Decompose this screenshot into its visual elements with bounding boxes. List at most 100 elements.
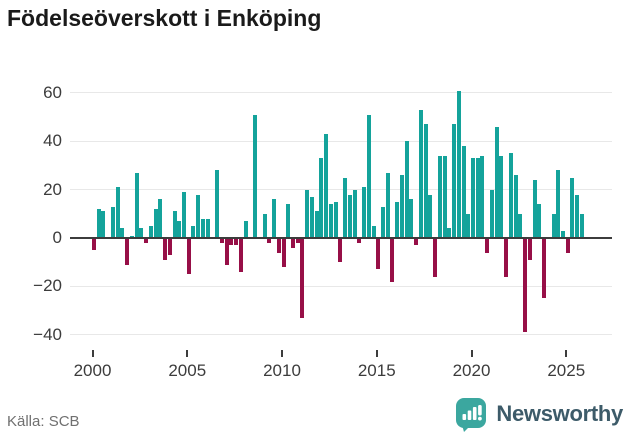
bar-2000-Q3 — [101, 211, 106, 238]
bar-2004-Q3 — [177, 221, 182, 238]
bar-2020-Q4 — [485, 238, 490, 253]
bar-2019-Q2 — [456, 90, 461, 238]
bar-2009-Q4 — [276, 238, 281, 253]
bar-2000-Q2 — [96, 209, 101, 238]
bar-2013-Q1 — [338, 238, 343, 263]
bar-2015-Q3 — [385, 172, 390, 238]
bar-2023-Q1 — [527, 238, 532, 260]
bar-2024-Q4 — [561, 230, 565, 238]
bar-2016-Q4 — [409, 199, 414, 238]
bar-2010-Q3 — [290, 238, 295, 248]
bar-2002-Q3 — [139, 228, 144, 238]
bar-2019-Q4 — [466, 213, 471, 238]
bar-chart-speech-bubble-icon — [456, 398, 487, 432]
bar-2009-Q1 — [262, 213, 267, 238]
bar-2022-Q3 — [518, 213, 523, 238]
bar-2003-Q1 — [148, 225, 153, 238]
bar-2011-Q1 — [300, 238, 305, 318]
bar-2016-Q2 — [399, 175, 404, 238]
bar-2008-Q3 — [253, 114, 258, 238]
bar-2014-Q1 — [357, 238, 362, 243]
x-tick-label-2015: 2015 — [357, 361, 396, 380]
bar-2005-Q4 — [200, 218, 205, 238]
newsworthy-wordmark: Newsworthy — [496, 401, 623, 426]
bar-2020-Q3 — [480, 155, 485, 238]
bar-2007-Q4 — [238, 238, 243, 272]
x-tick-label-2020: 2020 — [452, 361, 491, 380]
bar-2009-Q3 — [272, 199, 277, 238]
gridline-40 — [70, 140, 612, 142]
bar-2007-Q3 — [234, 238, 239, 246]
bar-2009-Q2 — [267, 238, 272, 243]
bar-2018-Q4 — [447, 228, 452, 238]
bar-2007-Q1 — [224, 238, 229, 265]
x-tick-2020 — [470, 350, 473, 357]
gridline--40 — [70, 334, 612, 336]
zero-axis-line — [70, 237, 612, 239]
bar-2015-Q4 — [390, 238, 395, 282]
page-title: Födelseöverskott i Enköping — [7, 5, 322, 31]
bar-2019-Q3 — [461, 146, 466, 238]
bar-2005-Q3 — [196, 194, 201, 238]
bar-2014-Q2 — [362, 187, 367, 238]
y-tick-label-0: 0 — [52, 228, 62, 247]
bar-2011-Q4 — [314, 211, 319, 238]
bar-2007-Q2 — [229, 238, 234, 246]
bar-2022-Q2 — [513, 175, 518, 238]
bar-2002-Q4 — [144, 238, 149, 243]
bar-2017-Q4 — [428, 194, 433, 238]
bar-2021-Q2 — [494, 126, 499, 238]
bar-2003-Q2 — [153, 209, 158, 238]
bar-2014-Q3 — [366, 114, 371, 238]
x-tick-2015 — [375, 350, 378, 357]
bar-2005-Q2 — [191, 225, 196, 238]
x-tick-2010 — [281, 350, 283, 357]
bar-2025-Q3 — [575, 194, 580, 238]
newsworthy-logo: Newsworthy — [455, 396, 623, 432]
bar-2003-Q4 — [163, 238, 168, 260]
bar-2002-Q2 — [134, 172, 139, 238]
bar-2013-Q3 — [347, 194, 352, 238]
bar-2023-Q2 — [532, 180, 537, 238]
bar-2013-Q4 — [352, 189, 357, 238]
bar-2010-Q4 — [295, 238, 300, 243]
x-tick-label-2000: 2000 — [73, 361, 112, 380]
bar-2011-Q3 — [309, 196, 314, 238]
bar-2002-Q1 — [129, 235, 134, 238]
bar-2025-Q1 — [565, 238, 570, 253]
bar-2012-Q3 — [328, 204, 333, 238]
x-tick-label-2005: 2005 — [168, 361, 207, 380]
bar-2019-Q1 — [452, 124, 457, 238]
bar-2023-Q4 — [542, 238, 547, 299]
bar-2016-Q3 — [404, 141, 409, 238]
bar-2006-Q3 — [215, 170, 220, 238]
bar-2020-Q2 — [475, 158, 480, 238]
bar-2006-Q1 — [205, 218, 210, 238]
bar-2017-Q1 — [414, 238, 419, 246]
bar-2005-Q1 — [186, 238, 191, 275]
x-tick-label-2025: 2025 — [547, 361, 586, 380]
bar-2017-Q3 — [423, 124, 428, 238]
x-tick-label-2010: 2010 — [263, 361, 301, 380]
bar-2003-Q3 — [158, 199, 163, 238]
bar-2010-Q1 — [281, 238, 286, 267]
bar-2013-Q2 — [343, 177, 348, 238]
x-tick-2025 — [565, 350, 568, 357]
bar-2016-Q1 — [395, 201, 400, 238]
bar-2004-Q1 — [167, 238, 172, 255]
y-axis-labels: 60 40 20 0 −20 −40 — [0, 82, 62, 350]
bar-2015-Q1 — [376, 238, 381, 270]
bar-2023-Q3 — [537, 204, 542, 238]
y-tick-label-20: 20 — [43, 179, 62, 199]
bar-2022-Q1 — [508, 153, 513, 238]
bar-2025-Q2 — [570, 177, 575, 238]
bar-2018-Q3 — [442, 155, 447, 238]
source-caption: Källa: SCB — [7, 413, 80, 430]
bar-2001-Q3 — [120, 228, 125, 238]
bar-2024-Q2 — [551, 213, 556, 238]
y-tick-label-40: 40 — [43, 131, 62, 151]
bar-2001-Q2 — [115, 187, 120, 238]
x-tick-2000 — [91, 350, 94, 357]
y-tick-label-60: 60 — [43, 82, 62, 102]
x-tick-2005 — [186, 350, 189, 357]
